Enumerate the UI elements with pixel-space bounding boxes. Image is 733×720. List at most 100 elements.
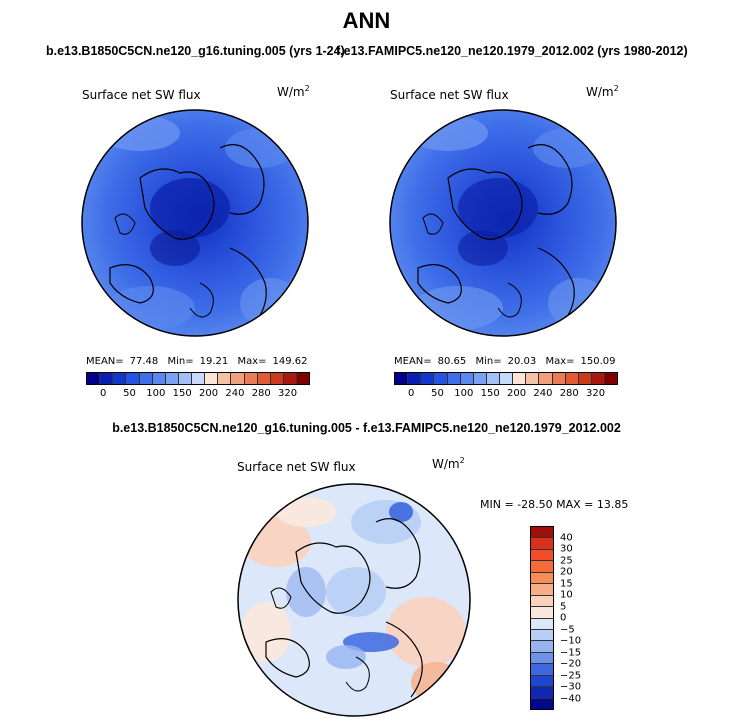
- colorbar-tick-label: −40: [560, 693, 582, 704]
- colorbar-swatch: [531, 527, 553, 539]
- case2-title: f.e13.FAMIPC5.ne120_ne120.1979_2012.002 …: [336, 44, 688, 58]
- colorbar-swatch: [447, 373, 461, 384]
- colorbar-tick-label: −15: [560, 647, 582, 658]
- case2-colorbar: [394, 372, 618, 385]
- colorbar-tick-label: 100: [454, 388, 474, 399]
- diff-colorbar-labels: 40 30 25 20 15 10 5 0 −5 −10 −15 −20 −25 −30 −40: [560, 526, 600, 710]
- colorbar-swatch: [87, 373, 101, 384]
- colorbar-swatch: [531, 584, 553, 596]
- colorbar-tick-label: 280: [559, 388, 579, 399]
- colorbar-swatch: [565, 373, 579, 384]
- colorbar-swatch: [244, 373, 258, 384]
- diff-colorbar: [530, 526, 554, 710]
- colorbar-swatch: [531, 675, 553, 688]
- colorbar-tick-label: 320: [586, 388, 606, 399]
- main-title: ANN: [342, 8, 391, 33]
- colorbar-swatch: [126, 373, 140, 384]
- colorbar-swatch: [270, 373, 284, 384]
- colorbar-tick-label: −20: [560, 658, 582, 670]
- colorbar-tick-label: −5: [560, 624, 575, 635]
- colorbar-swatch: [205, 373, 219, 384]
- colorbar-swatch: [231, 373, 245, 384]
- colorbar-swatch: [473, 373, 487, 384]
- colorbar-swatch: [218, 373, 232, 384]
- colorbar-swatch: [531, 538, 553, 550]
- colorbar-swatch: [531, 618, 553, 630]
- colorbar-swatch: [100, 373, 114, 384]
- case1-colorbar: [86, 372, 310, 385]
- case2-polar-map: [389, 109, 617, 337]
- colorbar-tick-label: 30: [560, 543, 573, 555]
- colorbar-tick-label: 100: [146, 388, 166, 399]
- colorbar-tick-label: 20: [560, 566, 573, 578]
- colorbar-tick-label: 320: [278, 388, 298, 399]
- colorbar-swatch: [139, 373, 153, 384]
- colorbar-swatch: [591, 373, 605, 384]
- case1-units: W/m2: [277, 84, 310, 99]
- colorbar-swatch: [192, 373, 206, 384]
- colorbar-tick-label: 0: [407, 388, 415, 399]
- colorbar-tick-label: 10: [560, 589, 573, 601]
- colorbar-swatch: [395, 373, 409, 384]
- colorbar-swatch: [513, 373, 527, 384]
- diff-units: W/m2: [432, 456, 465, 471]
- colorbar-swatch: [500, 373, 514, 384]
- colorbar-tick-label: 15: [560, 578, 573, 589]
- colorbar-swatch: [552, 373, 566, 384]
- colorbar-swatch: [539, 373, 553, 384]
- colorbar-tick-label: 0: [99, 388, 107, 399]
- colorbar-swatch: [297, 373, 310, 384]
- case1-variable-label: Surface net SW flux: [82, 88, 201, 102]
- colorbar-swatch: [257, 373, 271, 384]
- colorbar-swatch: [434, 373, 448, 384]
- case1-title: b.e13.B1850C5CN.ne120_g16.tuning.005 (yr…: [46, 44, 345, 58]
- colorbar-tick-label: −10: [560, 635, 582, 647]
- colorbar-swatch: [605, 373, 618, 384]
- colorbar-tick-label: 0: [560, 612, 567, 624]
- colorbar-tick-label: 150: [172, 388, 192, 399]
- colorbar-swatch: [113, 373, 127, 384]
- colorbar-swatch: [165, 373, 179, 384]
- colorbar-tick-label: 50: [431, 388, 444, 399]
- colorbar-swatch: [531, 664, 553, 676]
- diff-polar-map: [237, 483, 471, 717]
- colorbar-swatch: [178, 373, 192, 384]
- colorbar-swatch: [283, 373, 297, 384]
- case2-variable-label: Surface net SW flux: [390, 88, 509, 102]
- colorbar-tick-label: 240: [533, 388, 553, 399]
- colorbar-tick-label: 200: [506, 388, 527, 399]
- colorbar-swatch: [531, 549, 553, 562]
- case2-stats: MEAN= 80.65 Min= 20.03 Max= 150.09: [394, 356, 616, 367]
- colorbar-swatch: [408, 373, 422, 384]
- case1-stats: MEAN= 77.48 Min= 19.21 Max= 149.62: [86, 356, 308, 367]
- colorbar-tick-label: 200: [198, 388, 219, 399]
- colorbar-swatch: [531, 595, 553, 608]
- colorbar-tick-label: 280: [251, 388, 271, 399]
- colorbar-swatch: [531, 687, 553, 699]
- case2-units: W/m2: [586, 84, 619, 99]
- colorbar-swatch: [152, 373, 166, 384]
- diff-title: b.e13.B1850C5CN.ne120_g16.tuning.005 - f…: [112, 421, 621, 435]
- diff-minmax: MIN = -28.50 MAX = 13.85: [480, 498, 629, 511]
- colorbar-swatch: [486, 373, 500, 384]
- colorbar-tick-label: 240: [225, 388, 245, 399]
- colorbar-tick-label: 25: [560, 555, 573, 566]
- colorbar-tick-label: 40: [560, 532, 573, 543]
- colorbar-tick-label: 50: [123, 388, 136, 399]
- case1-polar-map: [81, 109, 309, 337]
- diff-variable-label: Surface net SW flux: [237, 460, 356, 474]
- colorbar-tick-label: 150: [480, 388, 500, 399]
- colorbar-swatch: [531, 698, 553, 709]
- colorbar-swatch: [531, 607, 553, 619]
- colorbar-swatch: [526, 373, 540, 384]
- colorbar-swatch: [531, 629, 553, 642]
- colorbar-tick-label: −25: [560, 670, 582, 681]
- colorbar-swatch: [531, 641, 553, 653]
- colorbar-swatch: [531, 561, 553, 573]
- colorbar-swatch: [578, 373, 592, 384]
- colorbar-swatch: [421, 373, 435, 384]
- colorbar-swatch: [460, 373, 474, 384]
- colorbar-swatch: [531, 652, 553, 665]
- colorbar-swatch: [531, 572, 553, 585]
- colorbar-tick-label: −30: [560, 681, 582, 693]
